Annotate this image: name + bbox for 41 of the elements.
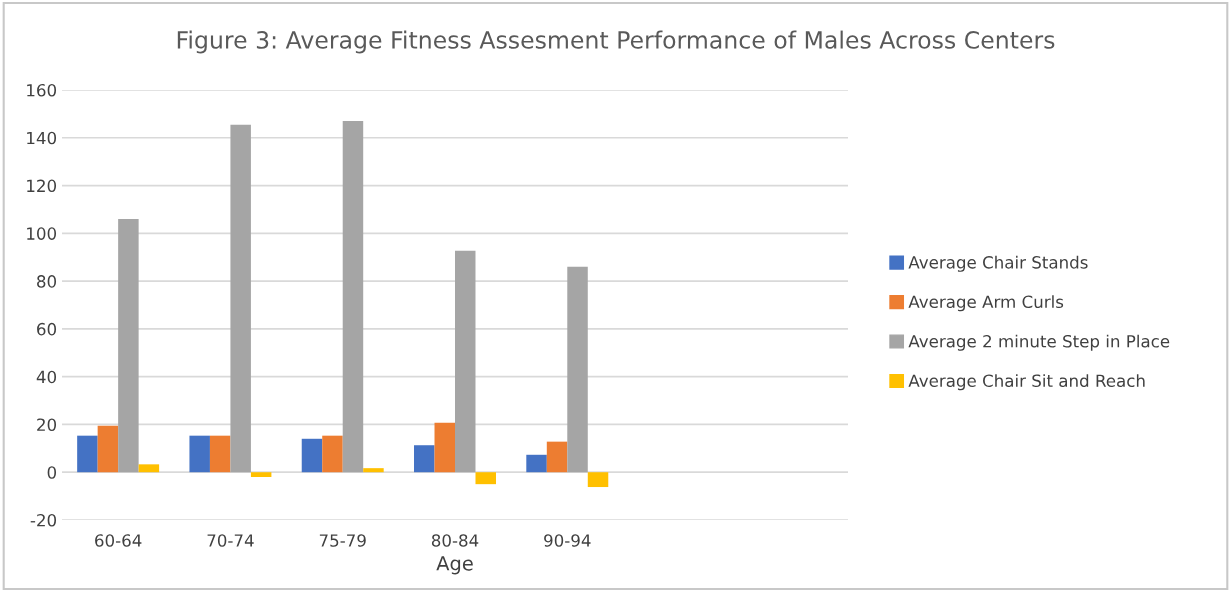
bar xyxy=(138,464,160,473)
y-tick-label: 120 xyxy=(27,179,57,193)
legend-label: Average Chair Stands xyxy=(908,255,1088,272)
legend-label: Average Chair Sit and Reach xyxy=(908,374,1145,391)
bar xyxy=(77,435,98,473)
x-axis-title: Age xyxy=(436,556,473,575)
bar xyxy=(363,468,384,473)
bar xyxy=(526,454,547,473)
x-tick-label: 75-79 xyxy=(319,534,366,547)
bar xyxy=(230,124,251,473)
x-tick-label: 60-64 xyxy=(95,534,142,547)
bar xyxy=(587,472,609,488)
bar xyxy=(414,445,435,473)
y-tick-label: 160 xyxy=(27,83,57,97)
x-tick-label: 90-94 xyxy=(544,534,591,547)
y-tick-label: -20 xyxy=(30,513,57,527)
bar xyxy=(97,425,119,473)
y-tick-label: 80 xyxy=(37,275,57,288)
y-tick-label: 0 xyxy=(47,466,57,479)
x-tick-label: 70-74 xyxy=(207,534,254,547)
y-tick-label: 60 xyxy=(37,322,57,336)
bar xyxy=(250,472,272,477)
bar xyxy=(455,250,476,473)
bar xyxy=(322,435,343,473)
chart-title: Figure 3: Average Fitness Assesment Performance of Males Across Centers xyxy=(177,30,1055,54)
bar xyxy=(434,422,455,473)
bar xyxy=(546,441,568,473)
bar xyxy=(301,438,323,473)
x-tick-label: 80-84 xyxy=(431,534,479,547)
legend-label: Average 2 minute Step in Place xyxy=(908,334,1170,351)
bar xyxy=(118,219,139,473)
y-tick-label: 20 xyxy=(37,418,57,432)
y-tick-label: 100 xyxy=(27,227,57,240)
bar xyxy=(209,435,231,473)
bar xyxy=(567,266,588,473)
y-tick-label: 140 xyxy=(27,131,57,145)
y-tick-label: 40 xyxy=(36,370,57,384)
bar xyxy=(342,121,364,473)
legend-label: Average Arm Curls xyxy=(908,295,1064,312)
bar xyxy=(475,472,496,485)
bar xyxy=(189,435,210,473)
